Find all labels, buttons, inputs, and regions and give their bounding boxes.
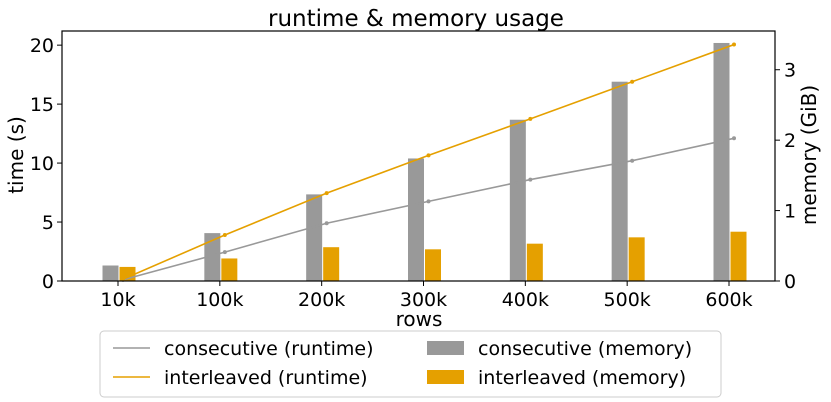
point-consecutive-runtime-500k <box>630 158 635 163</box>
y-axis-label-right: memory (GiB) <box>797 85 821 225</box>
legend-label-interleaved-memory: interleaved (memory) <box>478 367 686 389</box>
point-consecutive-runtime-100k <box>222 250 227 255</box>
bar-consecutive-memory-200k <box>306 194 323 281</box>
legend-box <box>99 330 722 398</box>
plot-frame <box>61 30 776 282</box>
y-left-tick-label-5: 5 <box>42 212 54 234</box>
bar-interleaved-memory-600k <box>730 231 747 281</box>
axes: 10k 100k 200k 300k 400k 500k 600k 0 5 10 15 20 0 1 2 3 <box>30 30 796 311</box>
point-interleaved-runtime-400k <box>528 116 533 121</box>
x-tick-label-100k: 100k <box>196 289 243 311</box>
point-interleaved-runtime-10k <box>121 277 125 282</box>
plot-area <box>102 42 747 282</box>
y-left-tick-label-0: 0 <box>42 271 54 293</box>
y-right-tick-label-1: 1 <box>784 201 796 223</box>
x-tick-label-200k: 200k <box>298 289 345 311</box>
legend-label-interleaved-runtime: interleaved (runtime) <box>164 367 368 389</box>
legend-swatch-interleaved-memory <box>427 370 464 384</box>
legend-swatch-consecutive-memory <box>427 341 464 355</box>
y-right-tick-label-2: 2 <box>784 130 796 152</box>
x-axis-label: rows <box>396 307 443 331</box>
legend-label-consecutive-memory: consecutive (memory) <box>478 338 692 360</box>
bar-consecutive-memory-600k <box>713 42 730 281</box>
bar-consecutive-memory-500k <box>611 81 628 281</box>
point-consecutive-runtime-200k <box>324 221 329 226</box>
y-right-tick-label-3: 3 <box>784 60 796 82</box>
point-interleaved-runtime-100k <box>222 233 227 238</box>
point-interleaved-runtime-500k <box>630 79 635 84</box>
bar-consecutive-memory-300k <box>408 158 424 281</box>
bar-interleaved-memory-400k <box>526 243 543 281</box>
x-tick-label-600k: 600k <box>705 289 752 311</box>
point-consecutive-runtime-600k <box>732 136 736 141</box>
y-axis-label-left: time (s) <box>4 116 28 194</box>
y-right-tick-label-0: 0 <box>784 271 796 293</box>
chart-title: runtime & memory usage <box>268 6 564 32</box>
bar-interleaved-memory-200k <box>323 247 340 281</box>
bar-interleaved-memory-300k <box>425 249 441 281</box>
point-interleaved-runtime-600k <box>732 42 736 47</box>
point-consecutive-runtime-400k <box>528 177 533 182</box>
y-left-tick-label-20: 20 <box>30 35 54 57</box>
point-consecutive-runtime-300k <box>426 199 431 204</box>
y-left-tick-label-15: 15 <box>30 94 54 116</box>
legend-label-consecutive-runtime: consecutive (runtime) <box>164 338 374 360</box>
y-left-tick-label-10: 10 <box>30 153 54 175</box>
bar-consecutive-memory-400k <box>509 119 526 281</box>
point-interleaved-runtime-200k <box>324 191 329 196</box>
x-tick-label-300k: 300k <box>400 289 447 311</box>
bar-interleaved-memory-100k <box>221 258 238 281</box>
point-interleaved-runtime-300k <box>426 153 431 158</box>
bar-interleaved-memory-500k <box>628 237 645 281</box>
x-tick-label-400k: 400k <box>502 289 549 311</box>
bar-consecutive-memory-10k <box>102 265 119 281</box>
bar-consecutive-memory-100k <box>204 233 221 281</box>
x-tick-label-10k: 10k <box>100 289 135 311</box>
x-tick-label-500k: 500k <box>604 289 651 311</box>
legend: consecutive (runtime) consecutive (memory… <box>99 330 722 398</box>
